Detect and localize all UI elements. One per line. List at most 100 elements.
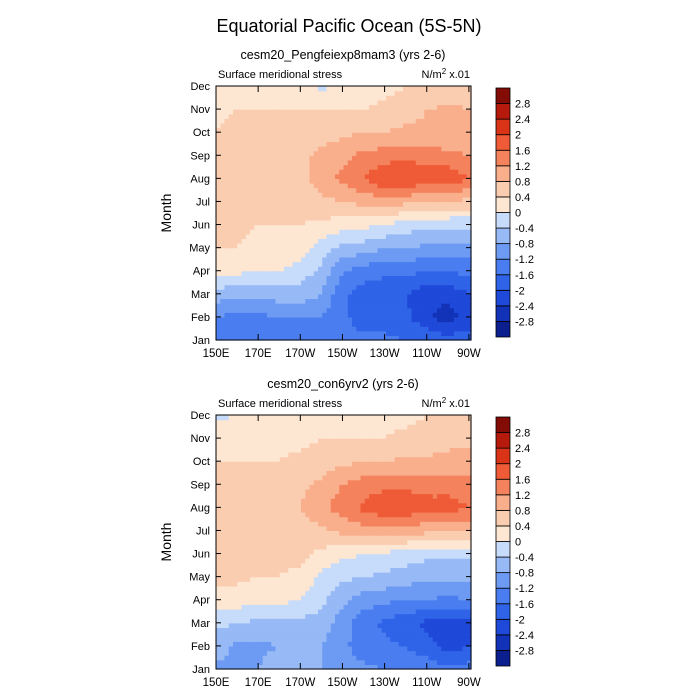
colorbar-box bbox=[495, 212, 511, 229]
y-tick-label: Jun bbox=[192, 549, 210, 561]
y-axis-label: Month bbox=[158, 194, 174, 233]
colorbar-box bbox=[495, 118, 511, 136]
colorbar-box bbox=[495, 243, 511, 260]
y-tick-label: Jul bbox=[196, 525, 210, 537]
colorbar-label: 2 bbox=[515, 459, 521, 471]
variable-label: Surface meridional stress bbox=[218, 69, 343, 81]
y-tick-label: Feb bbox=[191, 641, 210, 653]
y-tick-label: Aug bbox=[190, 173, 210, 185]
y-tick-label: Aug bbox=[190, 502, 210, 514]
plot-frame bbox=[215, 414, 472, 670]
colorbar-label: 1.6 bbox=[515, 145, 530, 157]
variable-label: Surface meridional stress bbox=[218, 398, 343, 410]
colorbar-box bbox=[495, 321, 511, 338]
contour-field bbox=[216, 415, 472, 670]
y-tick-label: Apr bbox=[193, 266, 210, 278]
x-tick-label: 90W bbox=[457, 677, 481, 689]
colorbar-label: 2.4 bbox=[515, 114, 530, 126]
x-tick-label: 170E bbox=[245, 348, 272, 360]
colorbar-label: -2.8 bbox=[515, 645, 534, 657]
colorbar-box bbox=[495, 165, 511, 182]
colorbar-box bbox=[495, 134, 511, 151]
x-tick-label: 150E bbox=[203, 677, 230, 689]
x-tick-label: 170W bbox=[285, 348, 315, 360]
colorbar-box bbox=[495, 258, 511, 276]
y-tick-label: Jan bbox=[192, 335, 210, 347]
colorbar-label: -0.8 bbox=[515, 568, 534, 580]
contour-field bbox=[216, 86, 472, 341]
colorbar-label: 0.8 bbox=[515, 176, 530, 188]
y-tick-label: Feb bbox=[191, 312, 210, 324]
x-tick-label: 170W bbox=[285, 677, 315, 689]
plot-frame bbox=[215, 85, 472, 341]
x-tick-label: 90W bbox=[457, 348, 481, 360]
colorbar-box bbox=[495, 103, 511, 120]
x-tick-label: 110W bbox=[412, 677, 441, 689]
y-tick-label: Apr bbox=[193, 595, 210, 607]
panel-2: cesm20_con6yrv2 (yrs 2-6) Surface meridio… bbox=[158, 377, 534, 689]
units-label: N/m2 x.01 bbox=[422, 396, 470, 410]
colorbar-box bbox=[495, 494, 511, 511]
colorbar-box bbox=[495, 305, 511, 322]
colorbar-label: 2.8 bbox=[515, 428, 530, 440]
colorbar-label: -1.6 bbox=[515, 599, 534, 611]
x-tick-label: 170E bbox=[245, 677, 272, 689]
y-tick-label: Dec bbox=[190, 410, 210, 422]
colorbar-label: -1.2 bbox=[515, 583, 534, 595]
colorbar-box bbox=[495, 149, 511, 167]
colorbar-box bbox=[495, 618, 511, 636]
colorbar-label: 1.6 bbox=[515, 474, 530, 486]
x-tick-label: 150W bbox=[327, 348, 357, 360]
colorbar-label: 0.4 bbox=[515, 192, 530, 204]
colorbar-label: 1.2 bbox=[515, 161, 530, 173]
x-tick-label: 130W bbox=[370, 348, 400, 360]
y-tick-label: Jul bbox=[196, 196, 210, 208]
y-tick-label: Dec bbox=[190, 81, 210, 93]
colorbar-label: 2 bbox=[515, 130, 521, 142]
colorbar-label: 0 bbox=[515, 537, 521, 549]
colorbar-box bbox=[495, 478, 511, 496]
colorbar-box bbox=[495, 603, 511, 620]
colorbar-label: 2.4 bbox=[515, 443, 530, 455]
colorbar-box bbox=[495, 180, 511, 198]
colorbar-box bbox=[495, 432, 511, 449]
y-tick-label: Mar bbox=[191, 618, 210, 630]
colorbar-label: -0.4 bbox=[515, 223, 534, 235]
colorbar-box bbox=[495, 463, 511, 480]
panel-title: cesm20_con6yrv2 (yrs 2-6) bbox=[267, 377, 418, 391]
units-label: N/m2 x.01 bbox=[422, 67, 470, 81]
colorbar-label: 0.8 bbox=[515, 505, 530, 517]
colorbar-box bbox=[495, 416, 511, 433]
y-tick-label: Nov bbox=[190, 104, 210, 116]
colorbar-label: -2 bbox=[515, 614, 525, 626]
colorbar-label: -1.6 bbox=[515, 270, 534, 282]
colorbar-label: 1.2 bbox=[515, 490, 530, 502]
colorbar-box bbox=[495, 541, 511, 558]
colorbar-label: -2.4 bbox=[515, 301, 534, 313]
y-tick-label: Nov bbox=[190, 433, 210, 445]
x-tick-label: 110W bbox=[412, 348, 441, 360]
colorbar-box bbox=[495, 196, 511, 213]
colorbar-label: -0.8 bbox=[515, 239, 534, 251]
colorbar-label: -2 bbox=[515, 285, 525, 297]
y-tick-label: Jan bbox=[192, 664, 210, 676]
x-tick-label: 150W bbox=[327, 677, 357, 689]
colorbar-box bbox=[495, 556, 511, 574]
colorbar-box bbox=[495, 650, 511, 667]
colorbar-box bbox=[495, 289, 511, 307]
y-tick-label: May bbox=[189, 243, 210, 255]
y-tick-label: Oct bbox=[193, 456, 210, 468]
x-tick-label: 150E bbox=[203, 348, 230, 360]
y-axis-label: Month bbox=[158, 523, 174, 562]
colorbar-box bbox=[495, 634, 511, 651]
y-tick-label: Sep bbox=[190, 150, 210, 162]
colorbar-label: 0.4 bbox=[515, 521, 530, 533]
y-tick-label: Jun bbox=[192, 220, 210, 232]
colorbar-box bbox=[495, 274, 511, 291]
colorbar-box bbox=[495, 525, 511, 542]
colorbar-box bbox=[495, 509, 511, 527]
colorbar-box bbox=[495, 227, 511, 245]
colorbar-label: 2.8 bbox=[515, 99, 530, 111]
colorbar-box bbox=[495, 447, 511, 465]
colorbar-box bbox=[495, 572, 511, 589]
